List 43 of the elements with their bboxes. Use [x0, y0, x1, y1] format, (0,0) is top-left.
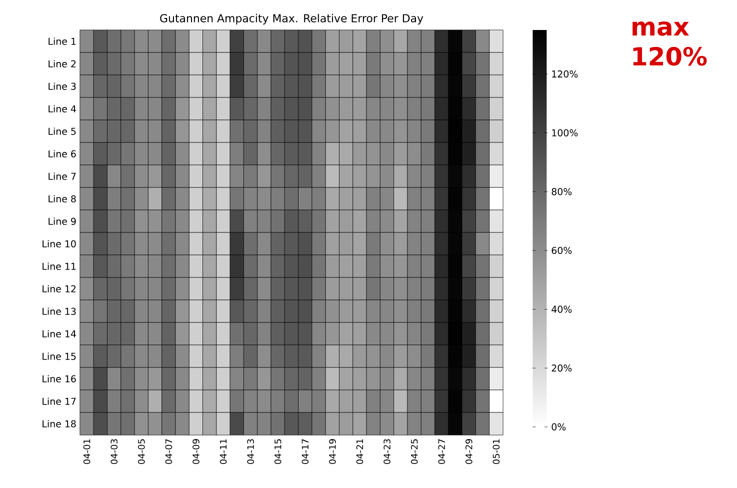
y-tick-label: Line 17 — [42, 398, 76, 405]
x-tick-label: 04-27 — [438, 439, 445, 464]
chart-title: Gutannen Ampacity Max. Relative Error Per Day — [160, 14, 424, 25]
x-tick-label: 04-25 — [410, 439, 418, 464]
y-tick-label: Line 6 — [48, 150, 76, 158]
x-tick-label: 04-13 — [247, 439, 254, 464]
y-tick-label: Line 7 — [48, 172, 76, 180]
x-tick-label: 04-19 — [329, 439, 336, 464]
color-bar-label: 80% — [552, 188, 572, 196]
y-tick-label: Line 2 — [48, 60, 76, 68]
x-tick-label: 04-01 — [83, 439, 90, 464]
x-tick-label: 04-15 — [274, 439, 282, 464]
color-bar-label: 40% — [552, 306, 572, 313]
y-tick-label: Line 8 — [48, 195, 76, 202]
y-tick-label: Line 4 — [48, 105, 76, 112]
x-tick-label: 04-09 — [192, 439, 200, 464]
y-tick-label: Line 10 — [42, 240, 76, 248]
text: max 120% — [632, 22, 707, 66]
y-tick-label: Line 18 — [42, 420, 76, 428]
x-tick-label: 04-07 — [165, 439, 172, 464]
color-bar-label: 120% — [552, 70, 578, 78]
x-tick-label: 04-03 — [110, 439, 118, 464]
y-tick-label: Line 16 — [42, 375, 76, 382]
y-tick-label: Line 9 — [48, 218, 76, 225]
y-tick-label: Line 13 — [42, 308, 76, 315]
color-bar-label: 60% — [552, 246, 572, 254]
x-tick-label: 04-23 — [384, 439, 390, 464]
x-tick-label: 04-05 — [138, 439, 145, 464]
x-tick-label: 04-21 — [356, 439, 364, 464]
x-tick-label: 04-17 — [302, 439, 309, 464]
y-tick-label: Line 5 — [48, 128, 76, 135]
x-tick-label: 04-29 — [466, 439, 472, 464]
y-tick-label: Line 1 — [48, 38, 76, 45]
y-tick-label: Line 11 — [42, 262, 76, 270]
color-bar-label: 0% — [552, 423, 566, 430]
x-tick-label: 04-11 — [220, 439, 227, 464]
y-tick-label: Line 3 — [48, 82, 76, 90]
color-bar-label: 100% — [552, 129, 578, 136]
color-bar-label: 20% — [552, 364, 572, 372]
x-tick-label: 05-01 — [492, 439, 500, 464]
y-tick-label: Line 12 — [42, 285, 76, 292]
y-tick-label: Line 14 — [42, 330, 76, 338]
y-tick-label: Line 15 — [42, 352, 76, 360]
